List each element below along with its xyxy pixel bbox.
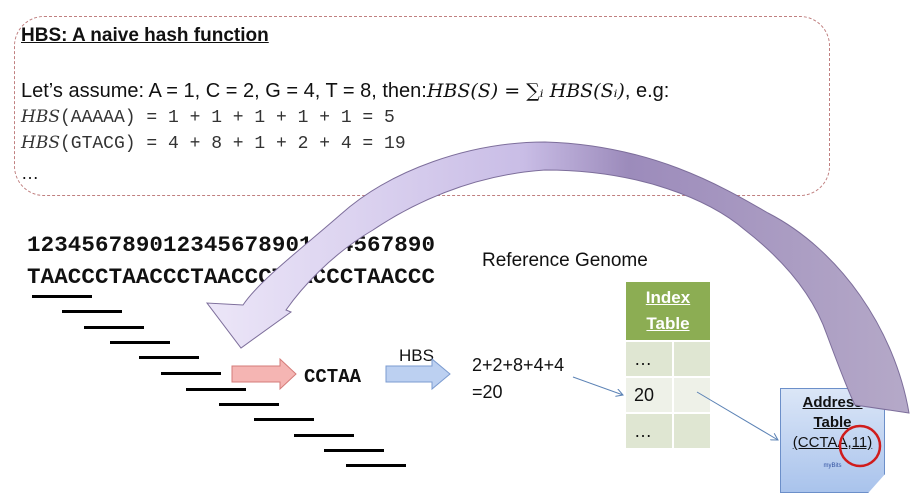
read <box>324 449 384 452</box>
kmer-label: CCTAA <box>304 366 362 388</box>
example-2: HBS(GTACG) = 4 + 8 + 1 + 2 + 4 = 19 <box>21 133 406 154</box>
read <box>219 403 279 406</box>
hash-sum: 2+2+8+4+4 <box>472 355 565 375</box>
address-entry: (CCTAA,11) <box>792 434 873 451</box>
index-key: … <box>626 342 672 376</box>
read <box>62 310 122 313</box>
curved-arrow <box>205 141 910 414</box>
read <box>254 418 314 421</box>
pointer-arrow-to-index <box>572 376 623 395</box>
hash-box-title: HBS: A naive hash function <box>21 25 269 46</box>
ellipsis: … <box>21 163 39 183</box>
example-1: HBS(AAAAA) = 1 + 1 + 1 + 1 + 1 = 5 <box>21 107 395 128</box>
example-expr: (GTACG) = 4 + 8 + 1 + 2 + 4 = 19 <box>59 134 406 154</box>
header-line: Index <box>645 288 691 307</box>
example-expr: (AAAAA) = 1 + 1 + 1 + 1 + 1 = 5 <box>59 108 395 128</box>
pink-arrow <box>231 357 297 391</box>
read <box>161 372 221 375</box>
header-line: Table <box>646 314 690 333</box>
read <box>32 295 92 298</box>
example-fn: HBS <box>21 133 60 153</box>
genome-positions: 123456789012345678901234567890 <box>27 232 436 258</box>
index-value <box>674 342 710 376</box>
example-fn: HBS <box>21 107 60 127</box>
address-title: Table <box>813 414 852 431</box>
index-key: … <box>626 414 672 448</box>
assume-label: Let’s assume: A = 1, C = 2, G = 4, T = 8… <box>21 80 427 102</box>
index-table: Index Table … 20 … <box>626 282 710 448</box>
pointer-arrow-to-address <box>696 391 778 440</box>
index-table-header: Index Table <box>626 282 710 340</box>
index-row: … <box>626 414 710 448</box>
read <box>139 356 199 359</box>
address-title: Address <box>802 394 863 411</box>
formula: HBS(S) = ∑ᵢ HBS(Sᵢ) <box>426 80 625 102</box>
index-row: 20 <box>626 378 710 412</box>
hbs-label: HBS <box>399 346 434 365</box>
highlight-circle <box>838 424 882 468</box>
read <box>84 326 144 329</box>
read <box>186 388 246 391</box>
read <box>110 341 170 344</box>
index-key: 20 <box>626 378 672 412</box>
logo-scribble: myBits <box>823 463 842 469</box>
read <box>294 434 354 437</box>
reference-genome-label: Reference Genome <box>482 250 648 271</box>
index-value <box>674 414 710 448</box>
read <box>346 464 406 467</box>
index-row: … <box>626 342 710 376</box>
blue-hbs-arrow <box>385 357 451 391</box>
hash-result: =20 <box>472 382 503 402</box>
assumption-text: Let’s assume: A = 1, C = 2, G = 4, T = 8… <box>21 80 669 103</box>
index-value <box>674 378 710 412</box>
formula-suffix: , e.g: <box>624 80 670 102</box>
genome-sequence: TAACCCTAACCCTAACCCTAACCCTAACCC <box>27 264 436 290</box>
